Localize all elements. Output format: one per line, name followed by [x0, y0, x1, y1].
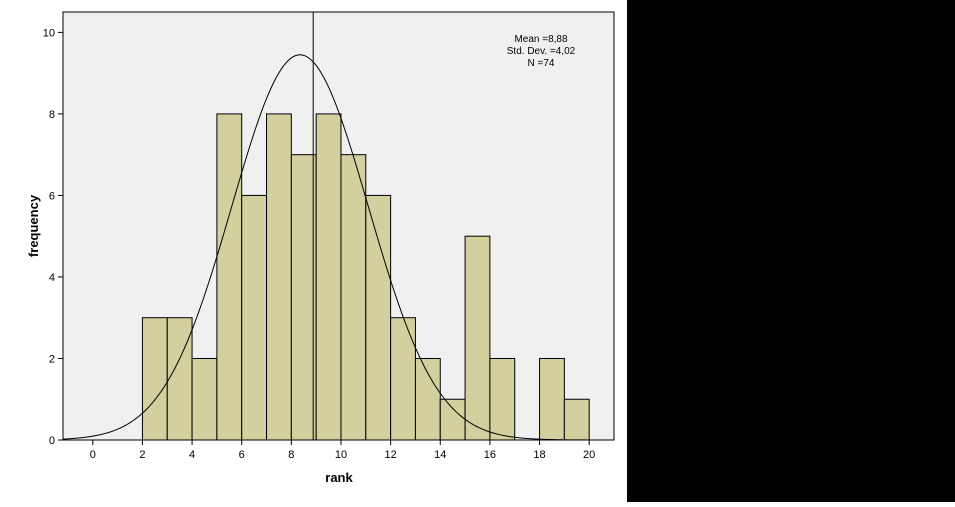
y-tick-label: 10: [43, 27, 55, 39]
histogram-bar: [414, 357, 441, 441]
x-tick-label: 14: [434, 449, 446, 461]
x-tick-label: 0: [90, 449, 96, 461]
y-tick-label: 0: [49, 435, 55, 447]
x-axis: 0 2 4 6 8 10 12 14 16 18 20: [90, 440, 595, 461]
stats-n: N =74: [528, 58, 555, 69]
bars-group: [141, 113, 590, 441]
histogram-bar: [166, 317, 193, 441]
histogram-bar: [191, 357, 218, 441]
histogram-bar: [141, 317, 168, 441]
histogram-bar: [290, 154, 317, 441]
x-tick-label: 18: [533, 449, 545, 461]
x-tick-label: 4: [189, 449, 195, 461]
histogram-bar: [241, 194, 268, 441]
stats-std-dev: Std. Dev. =4,02: [507, 46, 576, 57]
y-axis: 0 2 4 6 8 10: [43, 27, 63, 447]
stats-mean: Mean =8,88: [514, 34, 568, 45]
histogram-bar: [439, 398, 466, 441]
x-tick-label: 20: [583, 449, 595, 461]
y-tick-label: 2: [49, 353, 55, 365]
x-tick-label: 6: [239, 449, 245, 461]
histogram-bar: [315, 113, 342, 441]
histogram-bar: [365, 194, 392, 441]
histogram-bar: [340, 154, 367, 441]
histogram-bar: [266, 113, 292, 441]
x-axis-title: rank: [325, 470, 353, 485]
y-tick-label: 8: [49, 109, 55, 121]
histogram-bar: [539, 357, 565, 441]
normal-curve: [62, 54, 614, 441]
black-side-panel: [627, 0, 955, 502]
histogram-chart: 0 2 4 6 8 10 0 2 4 6 8 10 12 14 16 18 20 Mean =8,88 Std…: [26, 11, 615, 485]
x-tick-label: 8: [288, 449, 294, 461]
histogram-bar: [563, 398, 590, 441]
x-tick-label: 10: [335, 449, 347, 461]
chart-area: 0 2 4 6 8 10 0 2 4 6 8 10 12 14 16 18 20 Mean =8,88 Std…: [26, 11, 615, 485]
histogram-bar: [489, 357, 516, 441]
histogram-bar: [464, 235, 491, 441]
x-tick-label: 12: [384, 449, 396, 461]
histogram-bar: [390, 317, 416, 441]
histogram-bar: [216, 113, 243, 441]
y-tick-label: 4: [49, 272, 55, 284]
y-axis-title: frequency: [26, 194, 41, 257]
x-tick-label: 2: [139, 449, 145, 461]
x-tick-label: 16: [484, 449, 496, 461]
y-tick-label: 6: [49, 190, 55, 202]
